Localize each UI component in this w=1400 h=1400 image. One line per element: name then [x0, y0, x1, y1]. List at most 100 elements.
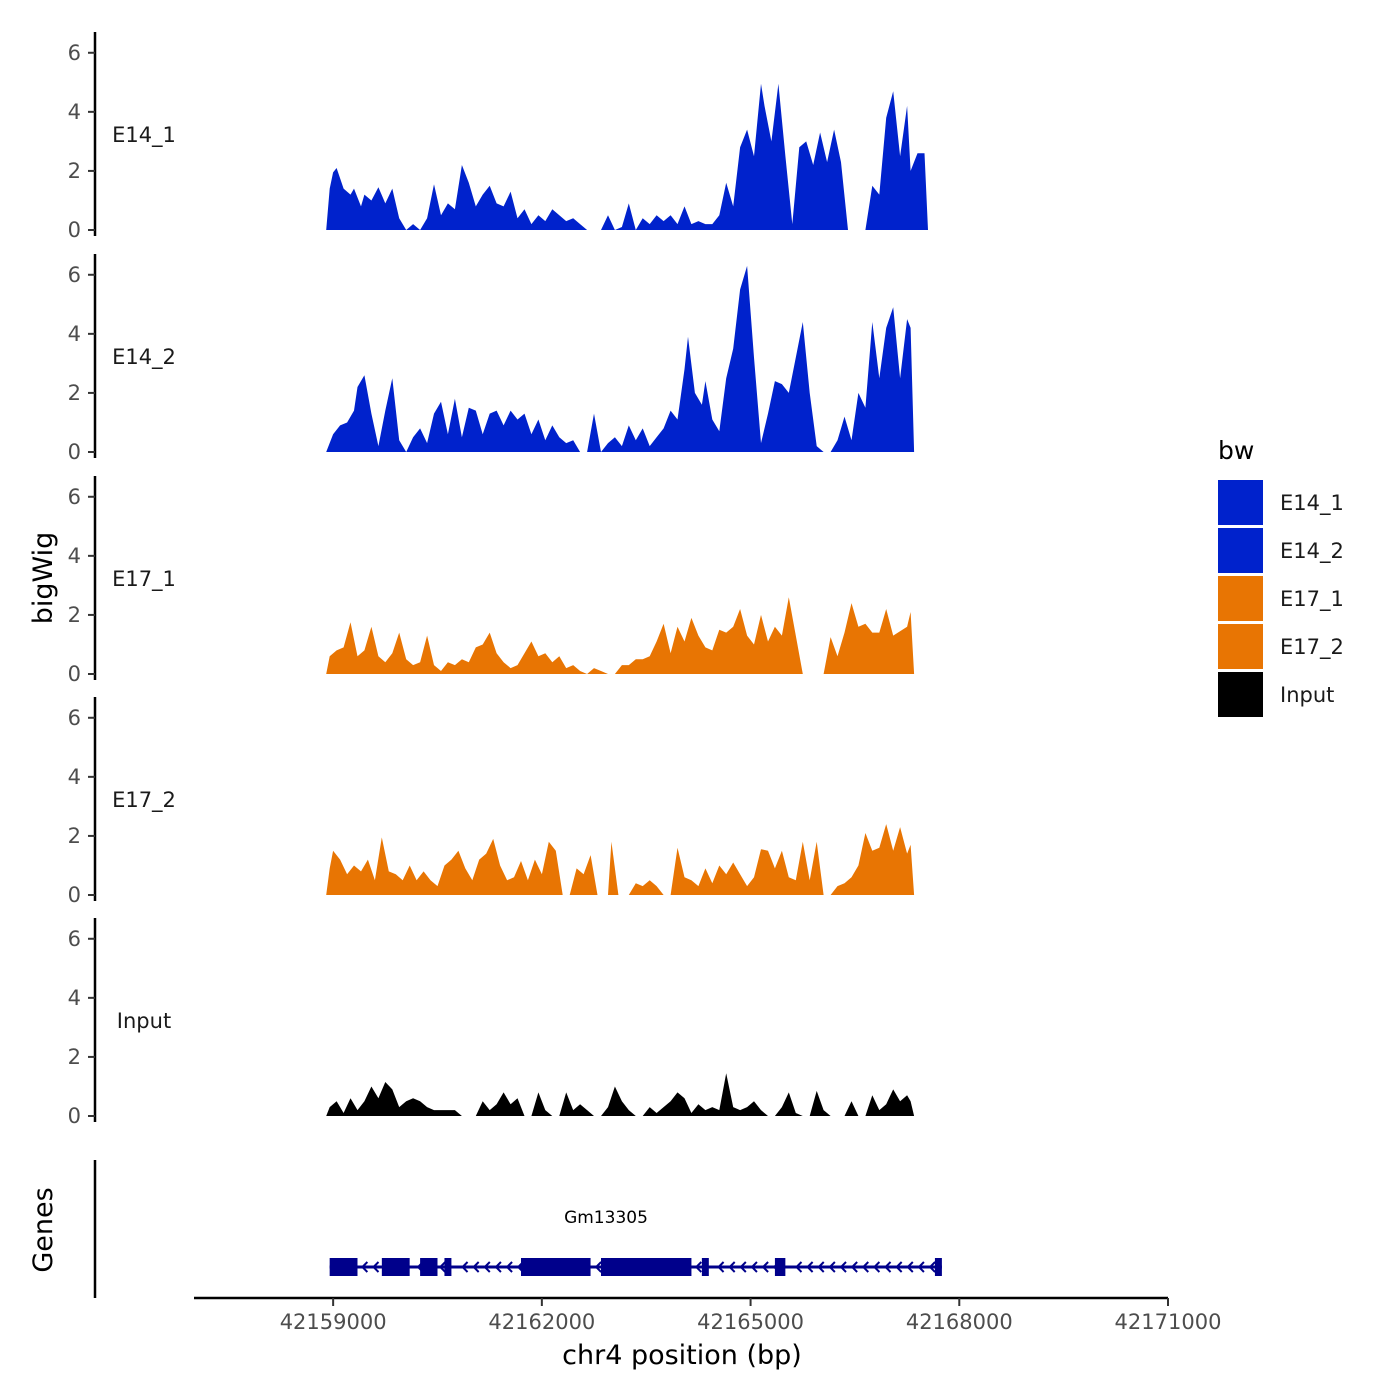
strand-arrow	[839, 1261, 847, 1273]
coverage-area-e14-1	[865, 91, 928, 230]
coverage-area-input	[774, 1092, 803, 1116]
legend-label-e14-2: E14_2	[1280, 539, 1344, 564]
gene-exon	[701, 1258, 709, 1276]
coverage-area-e17-2	[608, 841, 619, 895]
gene-exon	[444, 1258, 452, 1276]
legend-title: bw	[1218, 436, 1254, 465]
strand-arrow	[761, 1261, 769, 1273]
x-tick-label: 42165000	[697, 1310, 804, 1334]
x-tick-label: 42168000	[906, 1310, 1013, 1334]
legend-entry-e17-1: E17_1	[1218, 576, 1344, 621]
coverage-area-e14-1	[326, 165, 588, 230]
track-e17-1: 0 2 4 6 E17_1	[68, 476, 915, 686]
strand-arrow	[884, 1261, 892, 1273]
coverage-area-e14-1	[601, 83, 848, 230]
strand-arrow	[828, 1261, 836, 1273]
strand-arrow	[806, 1261, 814, 1273]
gene-exon	[381, 1258, 410, 1276]
gene-exon	[329, 1258, 358, 1276]
coverage-area-input	[326, 1082, 462, 1116]
gene-exon	[934, 1258, 942, 1276]
strand-arrow	[928, 1261, 936, 1273]
strand-arrow	[817, 1261, 825, 1273]
y-tick-label: 6	[68, 706, 81, 730]
coverage-area-e17-2	[569, 855, 598, 895]
coverage-area-e14-2	[587, 265, 824, 452]
legend-key-e14-1	[1218, 480, 1263, 525]
legend-entry-e17-2: E17_2	[1218, 624, 1344, 669]
legend-key-e17-2	[1218, 624, 1263, 669]
strand-arrow	[438, 1261, 446, 1273]
strand-arrow	[872, 1261, 881, 1273]
strand-arrow	[372, 1261, 380, 1273]
gene-exon	[774, 1258, 786, 1276]
x-axis: 42159000 42162000 42165000 42168000 42171000	[194, 1296, 1222, 1334]
strand-arrow	[895, 1261, 903, 1273]
legend-entry-input: Input	[1218, 672, 1334, 717]
x-axis-title: chr4 position (bp)	[562, 1340, 802, 1371]
gene-exon	[520, 1258, 591, 1276]
strand-arrow	[461, 1261, 469, 1273]
y-tick-label: 0	[68, 440, 81, 464]
strand-arrow	[360, 1261, 369, 1273]
y-tick-label: 2	[68, 381, 81, 405]
track-e14-2: 0 2 4 6 E14_2	[68, 254, 915, 464]
coverage-area-e17-2	[670, 841, 824, 895]
coverage-area-e17-1	[614, 597, 803, 674]
x-tick-label: 42159000	[280, 1310, 387, 1334]
y-tick-label: 6	[68, 263, 81, 287]
y-tick-label: 4	[68, 100, 81, 124]
y-tick-label: 6	[68, 41, 81, 65]
coverage-area-input	[475, 1092, 525, 1116]
gene-exon	[600, 1258, 692, 1276]
strand-arrow	[739, 1261, 747, 1273]
x-tick-label: 42171000	[1115, 1310, 1222, 1334]
legend-key-e17-1	[1218, 576, 1263, 621]
gene-exon	[420, 1258, 438, 1276]
x-tick-label: 42162000	[488, 1310, 595, 1334]
y-tick-label: 0	[68, 218, 81, 242]
y-axis-title: bigWig	[28, 532, 59, 625]
legend-label-e14-1: E14_1	[1280, 491, 1344, 516]
y-tick-label: 4	[68, 765, 81, 789]
y-tick-label: 2	[68, 1045, 81, 1069]
coverage-tracks: 0 2 4 6 E14_1 0 2 4 6 E14_2 0 2 4 6 E17_1 0 2 4 6 E17_2 0 2 4 6…	[68, 32, 928, 1128]
y-tick-label: 6	[68, 485, 81, 509]
coverage-area-e14-2	[326, 375, 581, 452]
legend-label-input: Input	[1280, 683, 1334, 707]
coverage-area-e17-1	[823, 603, 915, 674]
track-label-e14-2: E14_2	[112, 345, 176, 370]
strand-arrow	[494, 1261, 502, 1273]
strand-arrow	[906, 1261, 914, 1273]
legend-key-e14-2	[1218, 528, 1263, 573]
coverage-area-e14-2	[830, 307, 915, 452]
legend-key-input	[1218, 672, 1263, 717]
y-tick-label: 2	[68, 159, 81, 183]
legend: bw E14_1 E14_2 E17_1 E17_2 Input	[1218, 436, 1344, 717]
gene-panel: Gm13305	[93, 1160, 942, 1298]
track-label-e14-1: E14_1	[112, 123, 176, 148]
strand-arrow	[472, 1261, 480, 1273]
y-tick-label: 0	[68, 883, 81, 907]
track-e17-2: 0 2 4 6 E17_2	[68, 697, 915, 907]
coverage-area-input	[601, 1086, 636, 1116]
track-label-input: Input	[117, 1009, 171, 1033]
y-tick-label: 2	[68, 824, 81, 848]
coverage-area-input	[642, 1073, 768, 1116]
gene-panel-title: Genes	[28, 1187, 59, 1272]
coverage-area-input	[531, 1092, 553, 1116]
strand-arrow	[750, 1261, 758, 1273]
coverage-area-input	[865, 1089, 915, 1116]
legend-label-e17-2: E17_2	[1280, 635, 1344, 660]
strand-arrow	[505, 1261, 513, 1273]
track-label-e17-2: E17_2	[112, 788, 176, 813]
strand-arrow	[483, 1261, 491, 1273]
legend-entry-e14-2: E14_2	[1218, 528, 1344, 573]
coverage-area-input	[809, 1090, 831, 1116]
strand-arrow	[795, 1261, 803, 1273]
y-tick-label: 4	[68, 322, 81, 346]
y-tick-label: 6	[68, 927, 81, 951]
y-tick-label: 0	[68, 1104, 81, 1128]
gene-label: Gm13305	[564, 1208, 648, 1228]
track-input: 0 2 4 6 Input	[68, 918, 915, 1128]
